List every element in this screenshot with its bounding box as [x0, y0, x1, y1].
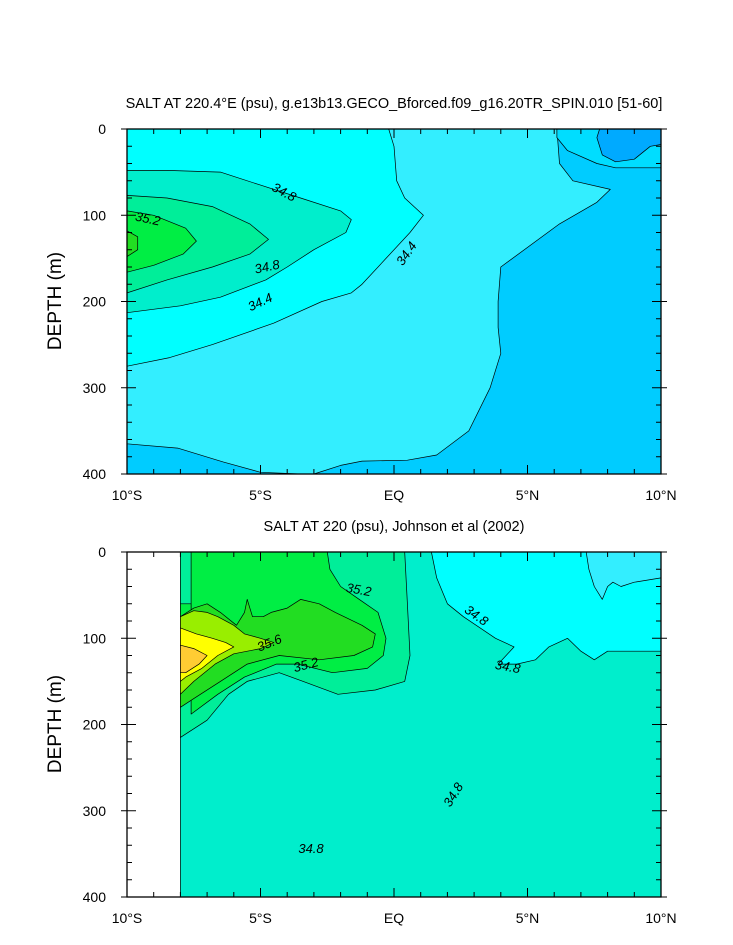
contour-label: 34.8	[494, 657, 522, 676]
contour-regions	[180, 551, 662, 898]
y-axis-label: DEPTH (m)	[45, 675, 66, 773]
x-tick-label: 10°S	[112, 487, 143, 503]
contour-label: 34.8	[298, 841, 324, 856]
y-tick-label: 300	[83, 380, 107, 396]
x-tick-label: EQ	[384, 910, 404, 926]
contour-region-35-6	[180, 610, 275, 695]
y-tick-label: 300	[83, 803, 107, 819]
y-tick-label: 0	[98, 544, 106, 560]
contour-regions	[126, 128, 662, 475]
panel-title: SALT AT 220.4°E (psu), g.e13b13.GECO_Bfo…	[126, 96, 663, 112]
contour-region-35-2	[126, 210, 197, 273]
contour-label: 35.2	[292, 654, 321, 675]
contour-region-36	[180, 644, 208, 674]
y-tick-label: 100	[83, 207, 107, 223]
x-tick-label: 5°S	[249, 910, 272, 926]
contour-panel-model: SALT AT 220.4°E (psu), g.e13b13.GECO_Bfo…	[45, 96, 677, 503]
y-tick-label: 400	[83, 889, 107, 905]
x-tick-label: EQ	[384, 487, 404, 503]
x-tick-label: 10°S	[112, 910, 143, 926]
contour-labels: 35.2 34.8 35.6 35.2 34.8 34.8 34.8	[255, 580, 523, 856]
contour-label: 34.8	[253, 256, 282, 276]
contour-region-35-8	[180, 627, 235, 682]
y-axis-label: DEPTH (m)	[45, 252, 66, 350]
x-tick-label: 5°N	[516, 910, 540, 926]
y-tick-label: 200	[83, 294, 107, 310]
contour-label: 35.2	[134, 209, 163, 229]
axes: 10°S 5°S EQ 5°N 10°N 0 100 200 300 400	[83, 121, 677, 503]
contour-panel-observed: SALT AT 220 (psu), Johnson et al (2002) …	[45, 519, 677, 926]
x-tick-label: 5°N	[516, 487, 540, 503]
axes: 10°S 5°S EQ 5°N 10°N 0 100 200 300 400	[83, 544, 677, 926]
contour-label: 35.2	[345, 580, 373, 599]
x-tick-label: 10°N	[645, 487, 676, 503]
panel-title: SALT AT 220 (psu), Johnson et al (2002)	[264, 519, 525, 535]
y-tick-label: 200	[83, 717, 107, 733]
y-tick-label: 0	[98, 121, 106, 137]
y-tick-label: 400	[83, 466, 107, 482]
x-tick-label: 10°N	[645, 910, 676, 926]
y-tick-label: 100	[83, 630, 107, 646]
x-tick-label: 5°S	[249, 487, 272, 503]
